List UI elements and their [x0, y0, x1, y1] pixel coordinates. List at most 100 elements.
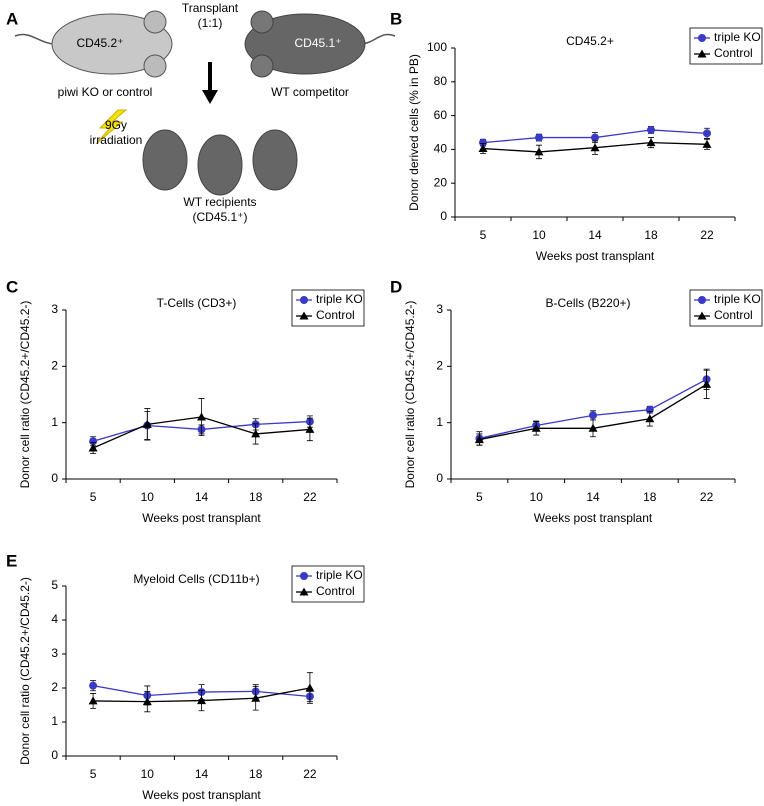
x-tick-label: 14 — [195, 490, 209, 504]
arrow-head — [202, 90, 218, 104]
tail — [14, 33, 56, 45]
marker — [142, 697, 152, 706]
legend-label: Control — [714, 308, 753, 322]
y-tick-label: 0 — [436, 471, 443, 485]
diagram-label: (1:1) — [198, 16, 223, 30]
y-tick-label: 3 — [51, 302, 58, 316]
legend-label: Control — [714, 46, 753, 60]
x-axis-label: Weeks post transplant — [142, 788, 261, 802]
diagram-label: WT recipients — [183, 195, 256, 209]
legend-label: triple KO — [316, 292, 363, 306]
marker — [645, 414, 655, 423]
x-tick-label: 14 — [195, 767, 209, 781]
marker — [534, 147, 544, 156]
marker — [88, 696, 98, 705]
y-axis-label: Donor derived cells (% in PB) — [407, 54, 421, 211]
diagram-label: 9Gy — [105, 118, 127, 132]
y-tick-label: 1 — [436, 415, 443, 429]
legend-label: Control — [316, 308, 355, 322]
marker — [474, 435, 484, 444]
x-tick-label: 22 — [700, 228, 714, 242]
marker — [89, 681, 98, 690]
marker — [697, 49, 707, 58]
marker — [697, 311, 707, 320]
y-tick-label: 80 — [434, 74, 448, 88]
ear — [250, 10, 274, 34]
diagram-label: (CD45.1⁺) — [192, 210, 247, 224]
marker — [88, 443, 98, 452]
legend-label: triple KO — [714, 292, 761, 306]
y-tick-label: 20 — [434, 175, 448, 189]
marker — [197, 696, 206, 705]
marker — [142, 419, 152, 428]
marker — [305, 424, 315, 433]
marker — [646, 138, 656, 147]
x-tick-label: 5 — [480, 228, 487, 242]
y-tick-label: 60 — [434, 108, 448, 122]
marker — [478, 144, 488, 153]
marker — [535, 133, 543, 142]
diagram-label: WT competitor — [271, 85, 349, 99]
recipient-mouse — [197, 134, 243, 196]
marker — [531, 423, 541, 432]
marker — [589, 411, 597, 420]
competitor-mouse — [244, 13, 366, 75]
diagram-label: CD45.2⁺ — [76, 36, 123, 50]
diagram-label: irradiation — [90, 133, 143, 147]
y-tick-label: 3 — [51, 646, 58, 660]
x-tick-label: 18 — [643, 490, 657, 504]
x-tick-label: 10 — [530, 490, 544, 504]
x-tick-label: 18 — [644, 228, 658, 242]
recipient-mouse — [142, 129, 188, 191]
ear — [250, 54, 274, 78]
marker — [300, 296, 308, 304]
x-tick-label: 14 — [586, 490, 600, 504]
y-tick-label: 0 — [51, 748, 58, 762]
chart-title: CD45.2+ — [566, 34, 614, 48]
x-tick-label: 10 — [532, 228, 546, 242]
diagram: Transplant (1:1) CD45.2⁺ CD45.1⁺ piwi KO… — [14, 1, 396, 224]
marker — [479, 138, 487, 147]
panel-label: C — [6, 277, 18, 296]
panel-label: A — [6, 9, 18, 28]
y-tick-label: 2 — [51, 359, 58, 373]
x-axis-label: Weeks post transplant — [534, 511, 653, 525]
chart-title: T-Cells (CD3+) — [157, 296, 237, 310]
marker — [305, 683, 315, 692]
ear — [143, 54, 167, 78]
x-tick-label: 10 — [141, 767, 155, 781]
y-axis-label: Donor cell ratio (CD45.2+/CD45.2-) — [18, 577, 32, 765]
marker — [89, 437, 98, 446]
x-axis-label: Weeks post transplant — [536, 249, 655, 263]
marker — [251, 693, 261, 702]
x-tick-label: 22 — [303, 490, 317, 504]
x-tick-label: 14 — [588, 228, 602, 242]
y-tick-label: 5 — [51, 578, 58, 592]
panel-label: D — [390, 277, 402, 296]
chart-title: B-Cells (B220+) — [545, 296, 630, 310]
x-tick-label: 22 — [700, 490, 714, 504]
diagram-label: piwi KO or control — [58, 85, 153, 99]
x-tick-label: 22 — [303, 767, 317, 781]
marker — [299, 587, 309, 596]
legend-label: triple KO — [714, 30, 761, 44]
y-tick-label: 40 — [434, 142, 448, 156]
x-tick-label: 18 — [249, 767, 263, 781]
x-tick-label: 18 — [249, 490, 263, 504]
y-axis-label: Donor cell ratio (CD45.2+/CD45.2-) — [18, 301, 32, 489]
diagram-label: CD45.1⁺ — [294, 36, 341, 50]
y-tick-label: 1 — [51, 714, 58, 728]
marker — [588, 423, 598, 432]
marker — [590, 143, 600, 152]
y-tick-label: 1 — [51, 415, 58, 429]
marker — [300, 572, 308, 580]
marker — [698, 34, 706, 42]
recipient-mouse — [252, 129, 298, 191]
y-tick-label: 100 — [427, 40, 447, 54]
diagram-label: Transplant — [182, 1, 239, 15]
panel-label: E — [6, 551, 17, 570]
marker — [702, 379, 712, 388]
y-tick-label: 2 — [51, 680, 58, 694]
marker — [591, 133, 599, 142]
